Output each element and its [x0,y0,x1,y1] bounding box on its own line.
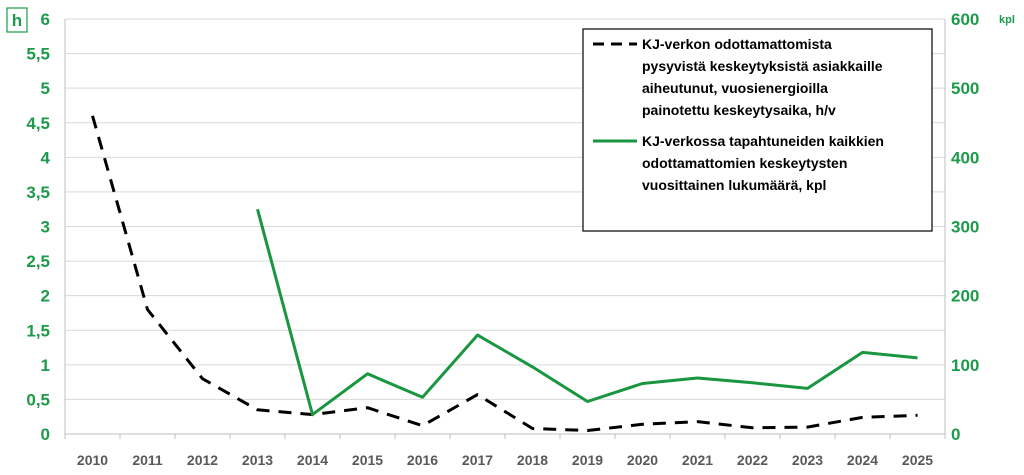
legend-box [582,28,933,232]
left-unit-label: h [12,11,22,30]
x-tick-label: 2015 [352,452,383,468]
legend-label-2-line-2: odottamattomien keskeytysten [642,155,847,171]
left-tick-label: 0,5 [26,390,50,409]
right-tick-label: 600 [951,10,979,29]
x-tick-label: 2025 [902,452,933,468]
legend-label-1-line-4: painotettu keskeytysaika, h/v [642,102,836,118]
x-tick-label: 2013 [242,452,273,468]
right-axis-ticks: 0 100 200 300 400 500 600 [951,10,979,444]
left-tick-label: 1,5 [26,321,50,340]
legend: KJ-verkon odottamattomista pysyvistä kes… [582,28,933,232]
x-tick-label: 2018 [517,452,548,468]
x-tick-label: 2017 [462,452,493,468]
x-tick-label: 2019 [572,452,603,468]
left-unit-box [6,7,28,33]
x-tick-label: 2020 [627,452,658,468]
left-tick-label: 3 [41,218,50,237]
right-tick-label: 400 [951,148,979,167]
left-tick-label: 4 [41,148,51,167]
x-tick-label: 2010 [77,452,108,468]
legend-label-2-line-3: vuosittainen lukumäärä, kpl [642,177,826,193]
x-axis-ticks: 2010 2011 2012 2013 2014 2015 2016 2017 2018 2019… [64,434,946,468]
right-tick-label: 500 [951,79,979,98]
left-axis-ticks: 0 0,5 1 1,5 2 2,5 3 3,5 4 4,5 5 5,5 6 [26,10,50,444]
legend-label-1-line-3: aiheutunut, vuosienergioilla [642,80,828,96]
right-unit-label: kpl [999,14,1015,26]
left-axis-unit: h [6,7,28,33]
x-tick-label: 2024 [847,452,878,468]
right-tick-label: 300 [951,218,979,237]
series-line-keskeytysaika [91,115,918,432]
left-tick-label: 2 [41,287,50,306]
left-tick-label: 6 [41,10,50,29]
x-tick-label: 2021 [682,452,713,468]
legend-label-1-line-1: KJ-verkon odottamattomista [642,36,832,52]
left-tick-label: 5,5 [26,45,50,64]
x-tick-label: 2023 [792,452,823,468]
x-tick-label: 2014 [297,452,328,468]
left-tick-label: 5 [41,79,50,98]
left-tick-label: 1 [41,356,50,375]
legend-label-1-line-2: pysyvistä keskeytyksistä asiakkaille [642,58,883,74]
x-tick-label: 2011 [132,452,163,468]
left-tick-label: 2,5 [26,252,50,271]
series [91,115,918,432]
series-line-lukumaara [256,208,918,417]
x-tick-label: 2012 [187,452,218,468]
x-tick-label: 2022 [737,452,768,468]
right-tick-label: 100 [951,356,979,375]
left-tick-label: 3,5 [26,183,50,202]
left-tick-label: 4,5 [26,114,50,133]
right-tick-label: 200 [951,287,979,306]
x-tick-label: 2016 [407,452,438,468]
right-tick-label: 0 [951,425,960,444]
legend-label-2-line-1: KJ-verkossa tapahtuneiden kaikkien [642,133,884,149]
left-tick-label: 0 [41,425,50,444]
